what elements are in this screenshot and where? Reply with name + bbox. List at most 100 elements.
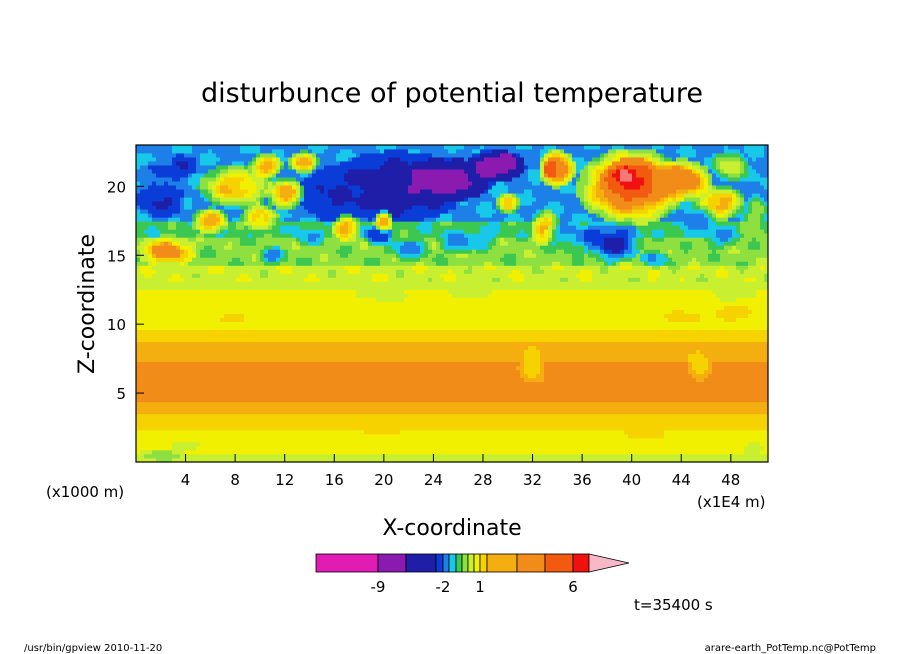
heatmap-cell [348, 457, 353, 463]
heatmap-cell [292, 357, 297, 363]
heatmap-cell [548, 441, 553, 447]
heatmap-cell [580, 421, 585, 427]
heatmap-cell [328, 437, 333, 443]
heatmap-cell [168, 333, 173, 338]
heatmap-cell [740, 417, 745, 423]
heatmap-cell [364, 369, 369, 375]
heatmap-cell [696, 437, 701, 443]
heatmap-cell [648, 357, 653, 363]
heatmap-cell [340, 385, 345, 391]
heatmap-cell [712, 389, 717, 395]
heatmap-cell [660, 437, 665, 443]
heatmap-cell [500, 353, 505, 359]
heatmap-cell [424, 389, 429, 395]
heatmap-cell [300, 349, 305, 355]
heatmap-cell [188, 397, 193, 403]
heatmap-cell [176, 449, 181, 455]
heatmap-cell [216, 437, 221, 443]
heatmap-cell [720, 365, 725, 371]
heatmap-cell [244, 405, 249, 411]
heatmap-cell [308, 453, 313, 459]
heatmap-cell [348, 353, 353, 359]
heatmap-cell [632, 421, 637, 427]
heatmap-cell [440, 357, 445, 363]
heatmap-cell [436, 377, 441, 383]
heatmap-cell [476, 429, 481, 435]
heatmap-cell [708, 413, 713, 419]
heatmap-cell [360, 341, 365, 347]
heatmap-cell [400, 405, 405, 411]
heatmap-cell [684, 377, 689, 383]
heatmap-cell [636, 453, 641, 459]
heatmap-cell [168, 437, 173, 443]
heatmap-cell [580, 425, 585, 431]
heatmap-cell [764, 337, 769, 343]
heatmap-cell [512, 413, 517, 419]
heatmap-cell [312, 349, 317, 355]
heatmap-cell [284, 353, 289, 359]
heatmap-cell [208, 433, 213, 439]
heatmap-cell [592, 417, 597, 423]
heatmap-cell [488, 349, 493, 355]
heatmap-cell [140, 413, 145, 419]
heatmap-cell [140, 405, 145, 411]
heatmap-cell [620, 357, 625, 363]
heatmap-cell [548, 373, 553, 379]
heatmap-cell [184, 425, 189, 431]
heatmap-cell [172, 425, 177, 431]
heatmap-cell [416, 365, 421, 371]
heatmap-cell [296, 341, 301, 347]
heatmap-cell [484, 453, 489, 459]
heatmap-cell [656, 385, 661, 391]
heatmap-cell [724, 401, 729, 407]
heatmap-cell [192, 405, 197, 411]
heatmap-cell [476, 333, 481, 338]
heatmap-cell [384, 337, 389, 343]
heatmap-cell [756, 349, 761, 355]
heatmap-cell [336, 385, 341, 391]
heatmap-cell [448, 441, 453, 447]
heatmap-cell [572, 409, 577, 415]
heatmap-cell [312, 357, 317, 363]
heatmap-cell [304, 349, 309, 355]
heatmap-cell [344, 417, 349, 423]
heatmap-cell [644, 385, 649, 391]
heatmap-cell [672, 361, 677, 367]
heatmap-cell [384, 413, 389, 419]
heatmap-cell [212, 389, 217, 395]
heatmap-cell [556, 385, 561, 391]
heatmap-cell [220, 377, 225, 383]
heatmap-cell [232, 445, 237, 451]
heatmap-cell [588, 341, 593, 347]
heatmap-cell [760, 405, 765, 411]
heatmap-cell [432, 417, 437, 423]
heatmap-cell [500, 381, 505, 387]
heatmap-cell [380, 413, 385, 419]
heatmap-cell [176, 369, 181, 375]
heatmap-cell [600, 413, 605, 419]
heatmap-cell [452, 445, 457, 451]
heatmap-cell [552, 397, 557, 403]
heatmap-cell [668, 441, 673, 447]
heatmap-cell [356, 389, 361, 395]
heatmap-cell [604, 449, 609, 455]
heatmap-cell [240, 337, 245, 343]
heatmap-cell [520, 433, 525, 439]
heatmap-cell [268, 365, 273, 371]
heatmap-cell [200, 377, 205, 383]
heatmap-cell [200, 417, 205, 423]
heatmap-cell [328, 337, 333, 343]
heatmap-cell [312, 421, 317, 427]
heatmap-cell [596, 409, 601, 415]
heatmap-cell [672, 345, 677, 351]
heatmap-cell [712, 397, 717, 403]
heatmap-cell [544, 361, 549, 367]
heatmap-cell [168, 449, 173, 455]
heatmap-cell [496, 353, 501, 359]
heatmap-cell [616, 425, 621, 431]
heatmap-cell [160, 353, 165, 359]
heatmap-cell [520, 349, 525, 355]
heatmap-cell [540, 365, 545, 371]
heatmap-cell [368, 373, 373, 379]
heatmap-cell [680, 441, 685, 447]
